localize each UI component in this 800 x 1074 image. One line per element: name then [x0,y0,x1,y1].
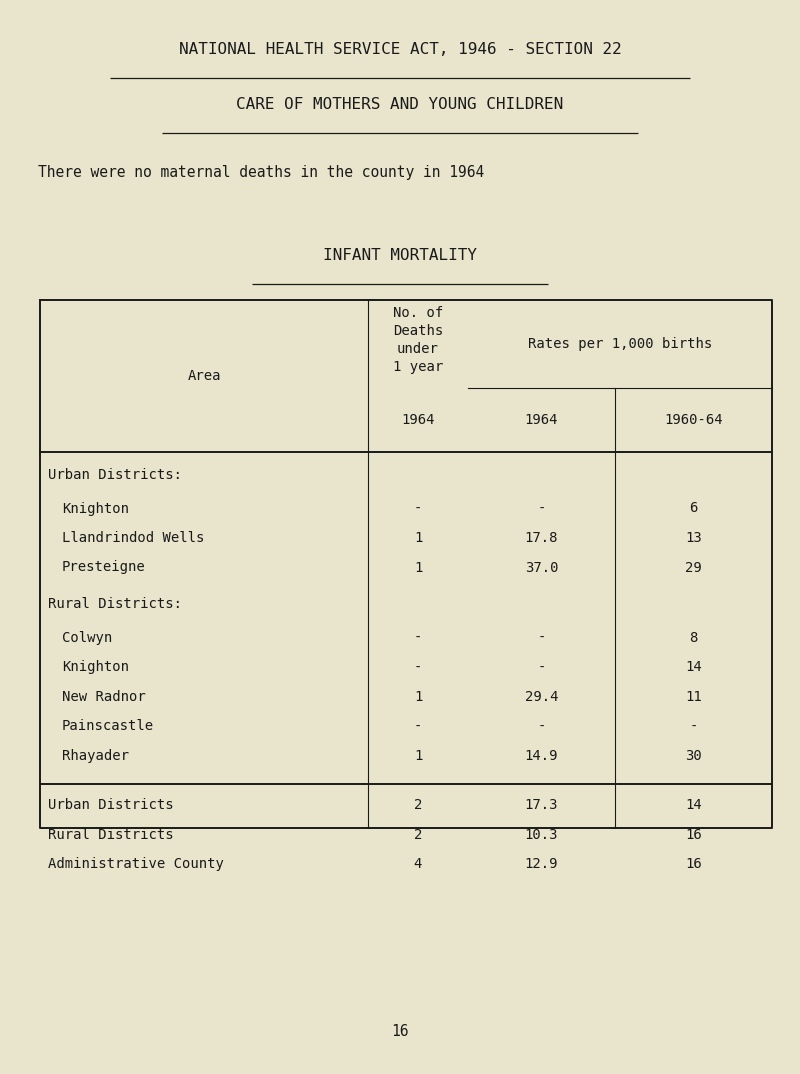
Text: NATIONAL HEALTH SERVICE ACT, 1946 - SECTION 22: NATIONAL HEALTH SERVICE ACT, 1946 - SECT… [178,42,622,57]
Text: 11: 11 [685,690,702,703]
Text: Rhayader: Rhayader [62,749,129,763]
Text: 29.4: 29.4 [525,690,558,703]
Text: 29: 29 [685,561,702,575]
Text: 8: 8 [690,630,698,644]
Text: 1: 1 [414,531,422,545]
Text: Rates per 1,000 births: Rates per 1,000 births [528,337,712,351]
Text: -: - [414,630,422,644]
Text: Rural Districts: Rural Districts [48,828,174,842]
Text: Knighton: Knighton [62,661,129,674]
Text: Rural Districts:: Rural Districts: [48,597,182,611]
Text: Presteigne: Presteigne [62,561,146,575]
Text: -: - [538,720,546,734]
Text: INFANT MORTALITY: INFANT MORTALITY [323,248,477,263]
Text: 2: 2 [414,798,422,812]
Text: -: - [538,630,546,644]
Text: 16: 16 [685,857,702,871]
Text: There were no maternal deaths in the county in 1964: There were no maternal deaths in the cou… [38,165,484,180]
Text: 1: 1 [414,749,422,763]
Text: Colwyn: Colwyn [62,630,112,644]
Text: 10.3: 10.3 [525,828,558,842]
Text: CARE OF MOTHERS AND YOUNG CHILDREN: CARE OF MOTHERS AND YOUNG CHILDREN [236,97,564,112]
Text: Llandrindod Wells: Llandrindod Wells [62,531,204,545]
Text: Administrative County: Administrative County [48,857,224,871]
Text: Area: Area [187,369,221,383]
Text: 1: 1 [414,690,422,703]
Text: -: - [414,720,422,734]
Text: 14: 14 [685,798,702,812]
Text: 1964: 1964 [402,413,434,427]
Text: 16: 16 [685,828,702,842]
Text: Urban Districts:: Urban Districts: [48,468,182,482]
Text: 1: 1 [414,561,422,575]
Text: 4: 4 [414,857,422,871]
Text: 2: 2 [414,828,422,842]
Text: -: - [690,720,698,734]
Text: 1964: 1964 [525,413,558,427]
Text: 13: 13 [685,531,702,545]
Text: 6: 6 [690,502,698,516]
Text: -: - [538,661,546,674]
Text: 14: 14 [685,661,702,674]
Text: 17.3: 17.3 [525,798,558,812]
Text: Urban Districts: Urban Districts [48,798,174,812]
Text: -: - [414,502,422,516]
Text: 37.0: 37.0 [525,561,558,575]
Text: 12.9: 12.9 [525,857,558,871]
Text: Knighton: Knighton [62,502,129,516]
Text: -: - [414,661,422,674]
Text: 16: 16 [391,1024,409,1039]
Text: New Radnor: New Radnor [62,690,146,703]
Text: Painscastle: Painscastle [62,720,154,734]
Text: 14.9: 14.9 [525,749,558,763]
Text: 1960-64: 1960-64 [664,413,723,427]
Text: 30: 30 [685,749,702,763]
Text: No. of
Deaths
under
1 year: No. of Deaths under 1 year [393,306,443,374]
Text: -: - [538,502,546,516]
Text: 17.8: 17.8 [525,531,558,545]
